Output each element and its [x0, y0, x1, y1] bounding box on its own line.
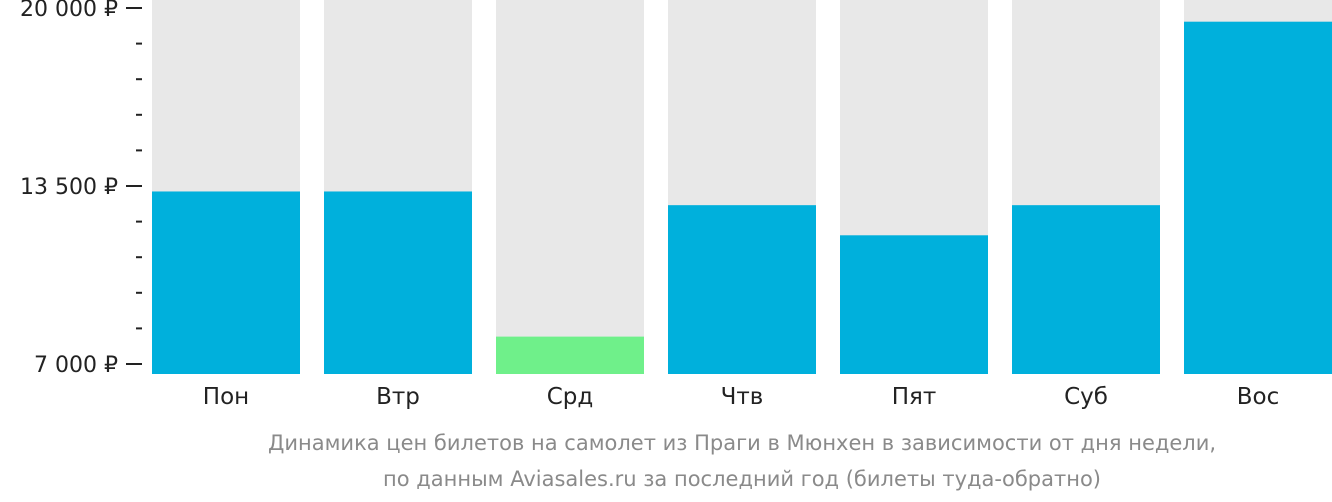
bars — [152, 21, 1332, 374]
caption-line-2: по данным Aviasales.ru за последний год … — [383, 467, 1101, 491]
bar — [496, 336, 644, 374]
x-tick-label: Чтв — [721, 384, 764, 410]
bar — [152, 191, 300, 374]
x-tick-label: Срд — [547, 384, 594, 410]
x-tick-label: Пон — [203, 384, 249, 410]
bar — [840, 235, 988, 374]
bar — [324, 191, 472, 374]
y-tick-label: 7 000 ₽ — [34, 353, 118, 378]
bar — [668, 205, 816, 374]
y-tick-label: 13 500 ₽ — [20, 175, 118, 200]
y-tick-label: 20 000 ₽ — [20, 0, 118, 22]
caption-line-1: Динамика цен билетов на самолет из Праги… — [267, 431, 1217, 455]
y-axis: 20 000 ₽ 13 500 ₽ 7 000 ₽ — [20, 0, 142, 378]
x-tick-label: Втр — [376, 384, 420, 410]
x-axis: Пон Втр Срд Чтв Пят Суб Вос — [203, 384, 1279, 410]
x-tick-label: Пят — [892, 384, 937, 410]
bar-track — [496, 0, 644, 374]
bar — [1184, 21, 1332, 374]
x-tick-label: Вос — [1237, 384, 1280, 410]
price-by-weekday-chart: 20 000 ₽ 13 500 ₽ 7 000 ₽ Пон Втр Срд Чтв Пят С… — [20, 0, 1332, 410]
bar — [1012, 205, 1160, 374]
x-tick-label: Суб — [1064, 384, 1108, 410]
